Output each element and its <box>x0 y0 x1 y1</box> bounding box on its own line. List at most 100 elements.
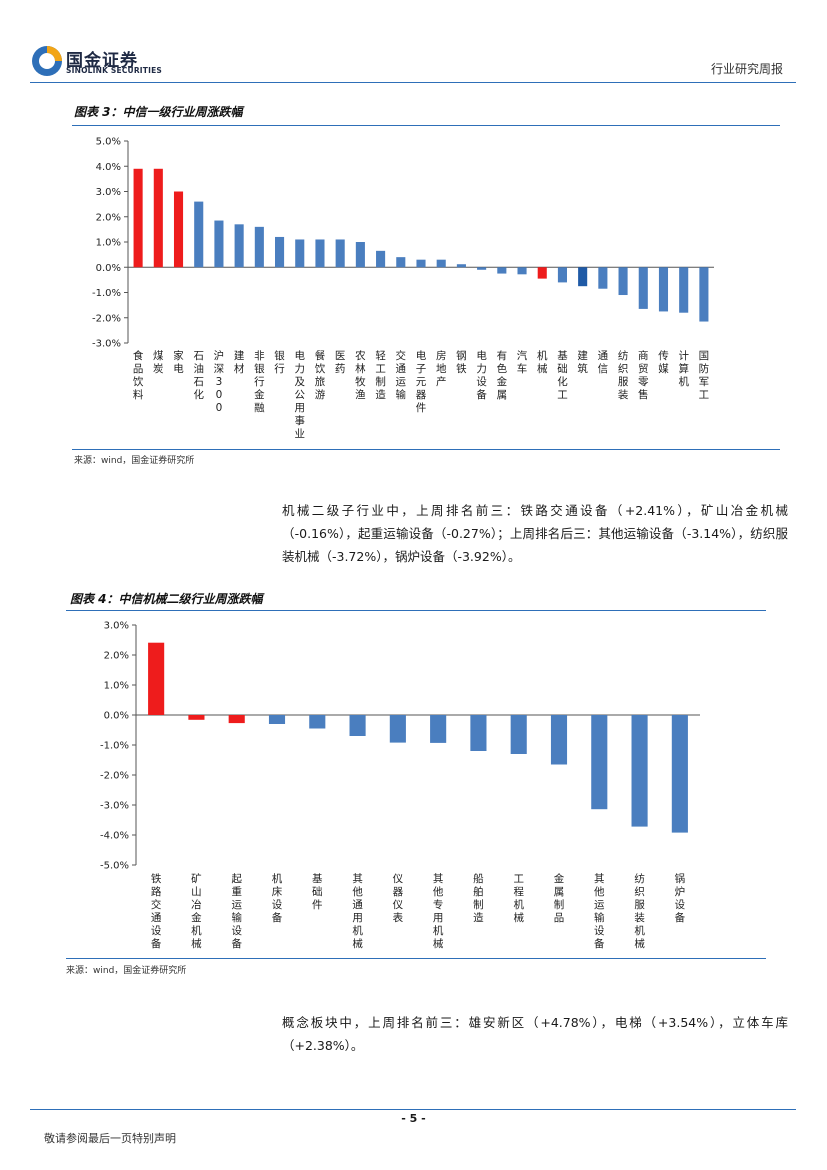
y-tick-label: -2.0% <box>100 771 129 782</box>
bar-8 <box>295 239 305 268</box>
page-number: - 5 - <box>401 1112 426 1125</box>
bar-19 <box>517 267 527 275</box>
bar-1 <box>188 715 205 720</box>
bar-0 <box>133 168 143 268</box>
bar-22 <box>578 267 588 287</box>
y-tick-label: -3.0% <box>100 801 129 812</box>
x-category-label: 石油石化 <box>193 350 204 401</box>
x-category-label: 食品饮料 <box>133 349 144 401</box>
x-category-label: 基础件 <box>312 872 323 911</box>
figure4-title: 图表 4：中信机械二级行业周涨跌幅 <box>70 592 263 606</box>
figure4-bottom-rule <box>66 958 766 959</box>
figure4-top-rule <box>66 610 766 611</box>
x-category-label: 纺织服装 <box>618 349 629 401</box>
x-category-label: 建筑 <box>577 349 588 375</box>
x-category-label: 商贸零售 <box>638 349 649 401</box>
y-tick-label: -3.0% <box>92 339 121 350</box>
x-category-label: 煤炭 <box>153 349 164 375</box>
y-tick-label: 3.0% <box>104 621 129 632</box>
bar-12 <box>376 250 386 268</box>
bar-3 <box>194 201 204 268</box>
bar-4 <box>214 220 224 268</box>
x-category-label: 家电 <box>173 349 184 375</box>
bar-6 <box>254 226 264 268</box>
bar-17 <box>477 267 487 270</box>
x-category-label: 汽车 <box>517 349 528 375</box>
x-category-label: 其他运输设备 <box>594 873 605 950</box>
x-category-label: 医药 <box>335 350 346 375</box>
y-tick-label: 5.0% <box>96 137 121 148</box>
x-category-label: 钢铁 <box>456 349 467 375</box>
x-category-label: 餐饮旅游 <box>315 349 326 401</box>
x-category-label: 锅炉设备 <box>675 873 686 924</box>
bar-18 <box>497 267 507 274</box>
bar-0 <box>148 642 165 715</box>
x-category-label: 纺织服装机械 <box>634 872 645 950</box>
bar-4 <box>309 715 326 729</box>
bar-12 <box>631 715 648 827</box>
x-category-label: 建材 <box>234 349 245 375</box>
bar-11 <box>591 715 608 810</box>
bar-1 <box>153 168 163 268</box>
y-tick-label: -2.0% <box>92 313 121 324</box>
y-tick-label: 1.0% <box>104 681 129 692</box>
y-tick-label: -4.0% <box>100 831 129 842</box>
bar-20 <box>537 267 547 279</box>
x-category-label: 基础化工 <box>557 349 568 401</box>
footer-divider <box>30 1109 796 1110</box>
bar-24 <box>618 267 628 296</box>
x-category-label: 电子元器件 <box>416 349 427 414</box>
bar-25 <box>638 267 648 309</box>
bar-8 <box>470 715 487 751</box>
y-tick-label: -1.0% <box>100 741 129 752</box>
x-category-label: 传媒 <box>658 350 669 375</box>
x-category-label: 金属制品 <box>554 872 565 924</box>
bar-16 <box>456 264 466 268</box>
figure3-bottom-rule <box>72 449 780 450</box>
x-category-label: 计算机 <box>678 349 689 388</box>
bar-7 <box>430 715 447 743</box>
x-category-label: 房地产 <box>436 349 447 388</box>
chart-machinery-subsector-change: 3.0% 2.0% 1.0% 0.0% -1.0% -2.0% -3.0% -4.0% -5.0… <box>100 621 700 950</box>
y-tick-label: 2.0% <box>104 651 129 662</box>
logo-chinese-name: 国金证券 <box>66 51 138 71</box>
bar-15 <box>436 259 446 268</box>
y-tick-label: -1.0% <box>92 288 121 299</box>
x-category-label: 矿山冶金机械 <box>191 872 202 950</box>
bar-7 <box>275 236 285 268</box>
bar-3 <box>268 715 286 724</box>
bar-13 <box>671 715 688 833</box>
x-category-label: 其他专用机械 <box>433 873 444 950</box>
chart-industry-weekly-change: 5.0% 4.0% 3.0% 2.0% 1.0% 0.0% -1.0% -2.0% -3.0% 食… <box>92 137 714 440</box>
y-tick-label: 4.0% <box>96 162 121 173</box>
bar-14 <box>416 259 426 268</box>
x-category-label: 通信 <box>598 350 609 375</box>
company-logo-icon <box>32 46 62 76</box>
header-divider <box>30 82 796 83</box>
footer-disclaimer: 敬请参阅最后一页特别声明 <box>44 1132 176 1145</box>
bar-5 <box>234 224 244 268</box>
bar-10 <box>550 715 568 765</box>
bar-26 <box>658 267 669 312</box>
x-category-label: 机床设备 <box>272 872 283 924</box>
bar-5 <box>349 715 366 736</box>
x-category-label: 机械 <box>537 349 548 375</box>
report-type-label: 行业研究周报 <box>710 62 783 76</box>
x-category-label: 银行 <box>274 349 285 375</box>
x-category-label: 铁路交通设备 <box>151 872 162 950</box>
figure3-title: 图表 3：中信一级行业周涨跌幅 <box>74 105 243 119</box>
figure4-source: 来源：wind，国金证券研究所 <box>66 966 187 976</box>
logo-english-name: SINOLINK SECURITIES <box>66 66 163 75</box>
x-category-label: 其他通用机械 <box>352 873 363 950</box>
bar-2 <box>228 715 245 724</box>
figure3-source: 来源：wind，国金证券研究所 <box>74 456 195 466</box>
y-tick-label: 0.0% <box>104 711 129 722</box>
x-category-label: 电力及公用事业 <box>295 349 306 440</box>
x-category-label: 轻工制造 <box>375 349 386 401</box>
x-category-label: 起重运输设备 <box>231 873 242 950</box>
x-category-label: 电力设备 <box>476 349 487 401</box>
y-tick-label: 3.0% <box>96 187 121 198</box>
paragraph-concept-sectors: 概念板块中，上周排名前三：雄安新区（+4.78%），电梯（+3.54%），立体车… <box>282 1015 788 1053</box>
bar-28 <box>699 267 709 322</box>
figure3-top-rule <box>72 125 780 126</box>
